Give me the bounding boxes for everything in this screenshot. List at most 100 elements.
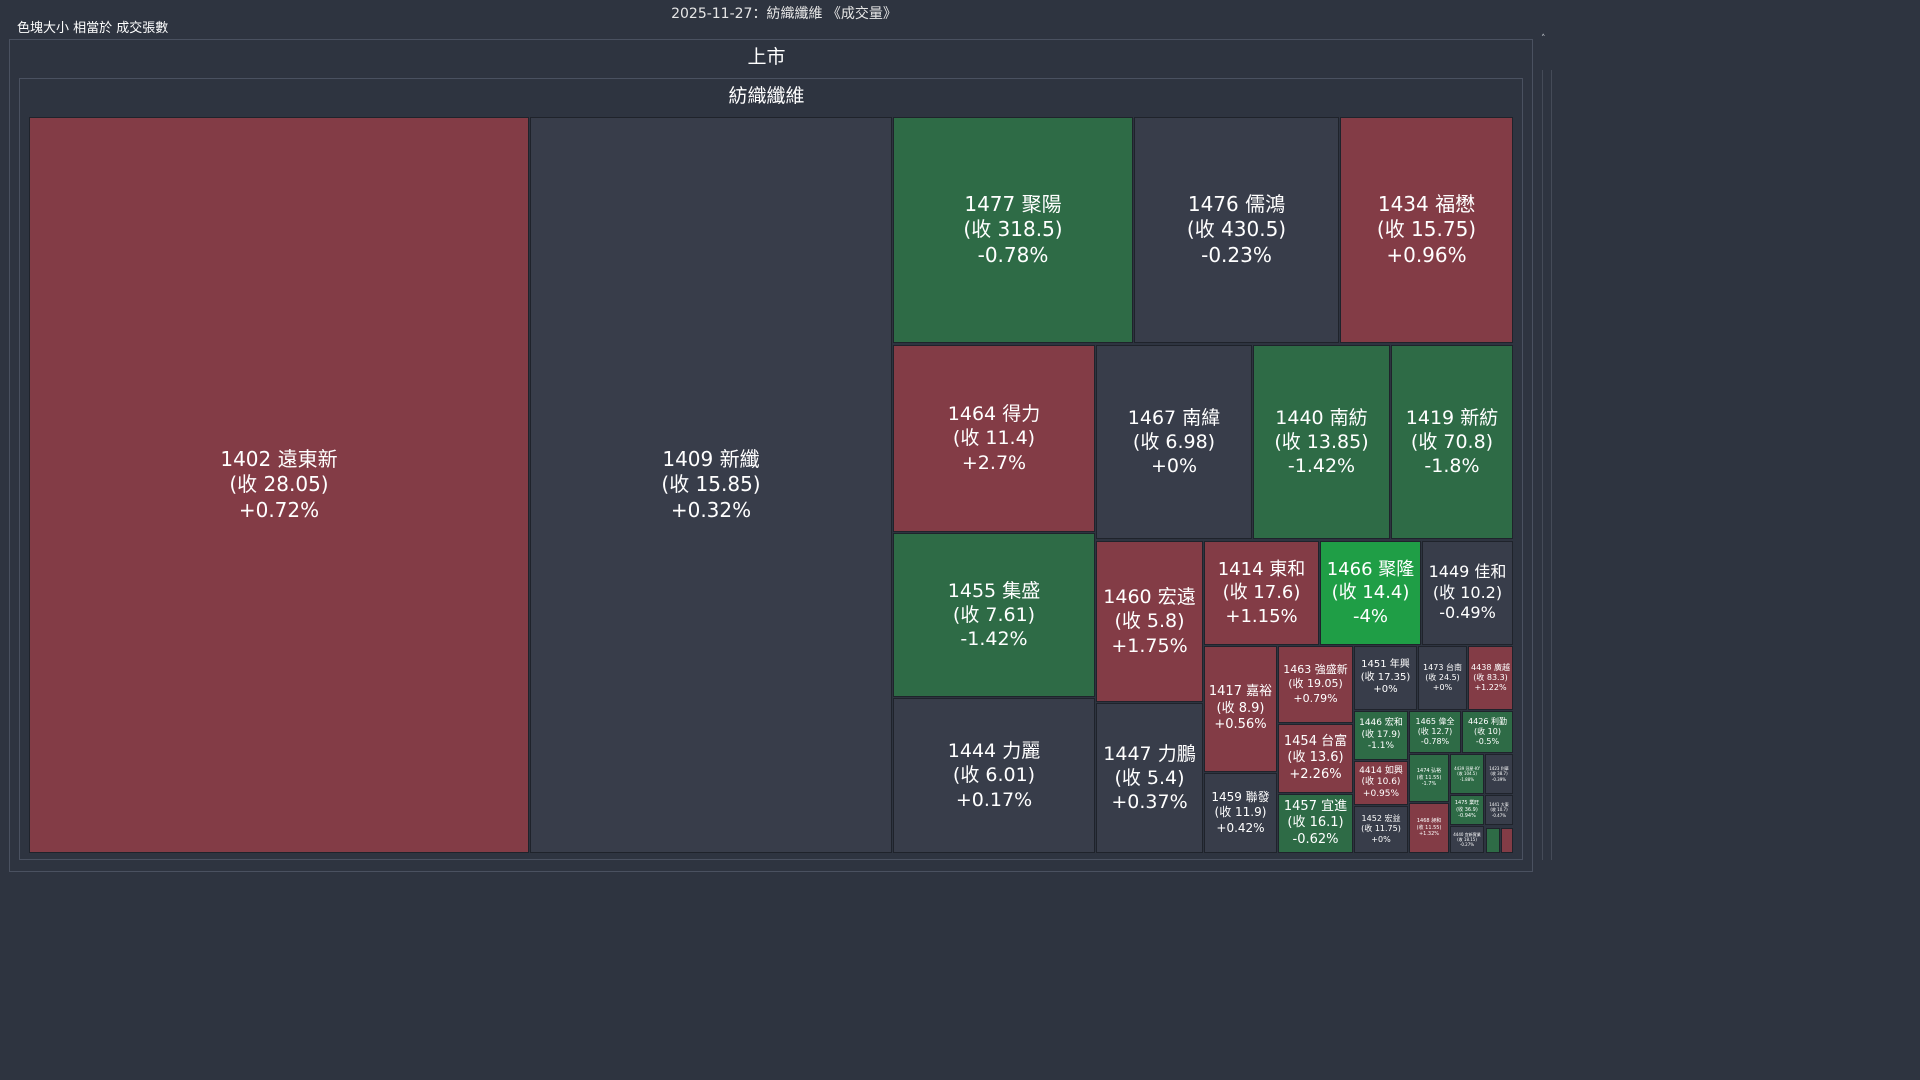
tile-label: 1455 集盛 bbox=[947, 579, 1041, 602]
treemap-tile-1460[interactable]: 1460 宏遠 (收 5.8) +1.75% bbox=[1096, 541, 1203, 702]
tile-change-pct: +0% bbox=[1373, 684, 1398, 696]
treemap-tile-1474[interactable]: 1474 弘裕 (收 11.55) -1.7% bbox=[1409, 754, 1449, 802]
treemap-tile-1473[interactable]: 1473 台南 (收 24.5) +0% bbox=[1418, 646, 1467, 710]
tile-close-price: (收 24.5) bbox=[1425, 672, 1460, 682]
scroll-up-icon[interactable]: ˄ bbox=[1541, 34, 1546, 44]
tile-change-pct: -0.49% bbox=[1439, 603, 1496, 623]
treemap-tile-1455[interactable]: 1455 集盛 (收 7.61) -1.42% bbox=[893, 533, 1095, 697]
tile-label: 1409 新纖 bbox=[662, 446, 760, 471]
tile-text-block: 1444 力麗 (收 6.01) +0.17% bbox=[948, 739, 1040, 812]
tile-label: 1466 聚隆 bbox=[1326, 559, 1415, 581]
tile-change-pct: +0.56% bbox=[1214, 717, 1267, 733]
tile-change-pct: -1.88% bbox=[1459, 776, 1475, 782]
tile-close-price: (收 11.9) bbox=[1214, 805, 1267, 820]
tile-change-pct: -4% bbox=[1352, 605, 1389, 627]
treemap-tile-1475[interactable]: 1475 業旺 (收 36.9) -0.94% bbox=[1450, 795, 1484, 825]
treemap-tile-4440[interactable]: 4440 宜新實業 (收 18.15) -0.27% bbox=[1450, 826, 1484, 853]
treemap-tile-1440[interactable]: 1440 南紡 (收 13.85) -1.42% bbox=[1253, 345, 1390, 539]
treemap-tile-4439[interactable]: 4439 冠星-KY (收 104.5) -1.88% bbox=[1450, 754, 1484, 794]
tile-text-block: 1464 得力 (收 11.4) +2.7% bbox=[948, 402, 1040, 475]
tile-close-price: (收 10.7) bbox=[1490, 807, 1508, 813]
treemap-tile-1451[interactable]: 1451 年興 (收 17.35) +0% bbox=[1354, 646, 1417, 710]
tile-label: 1459 聯發 bbox=[1211, 789, 1270, 804]
tile-text-block: 4414 如興 (收 10.6) +0.95% bbox=[1359, 766, 1403, 801]
treemap-tile-4414[interactable]: 4414 如興 (收 10.6) +0.95% bbox=[1354, 761, 1408, 805]
tile-label: 1423 利華 bbox=[1489, 766, 1509, 772]
tile-close-price: (收 11.4) bbox=[952, 427, 1036, 450]
tile-text-block: 1417 嘉裕 (收 8.9) +0.56% bbox=[1209, 684, 1272, 734]
treemap-tile-1444[interactable]: 1444 力麗 (收 6.01) +0.17% bbox=[893, 698, 1095, 853]
tile-text-block: 1447 力鵬 (收 5.4) +0.37% bbox=[1103, 742, 1195, 815]
treemap-tile-1466[interactable]: 1466 聚隆 (收 14.4) -4% bbox=[1320, 541, 1421, 645]
treemap-tile-1467[interactable]: 1467 南緯 (收 6.98) +0% bbox=[1096, 345, 1252, 539]
tile-change-pct: +0.32% bbox=[670, 497, 752, 522]
tile-label: 1417 嘉裕 bbox=[1208, 684, 1273, 700]
treemap-tile-1465[interactable]: 1465 偉全 (收 12.7) -0.78% bbox=[1409, 711, 1461, 753]
tile-text-block: 1402 遠東新 (收 28.05) +0.72% bbox=[220, 447, 337, 524]
tile-change-pct: -1.8% bbox=[1424, 455, 1480, 478]
tile-change-pct: +0.96% bbox=[1386, 242, 1467, 267]
treemap-tile-1452[interactable]: 1452 宏益 (收 11.75) +0% bbox=[1354, 806, 1408, 853]
tile-change-pct: -0.23% bbox=[1201, 242, 1272, 267]
sector-group-label: 紡織纖維 bbox=[728, 85, 805, 107]
treemap-tiles: 1402 遠東新 (收 28.05) +0.72% 1409 新纖 (收 15.85) +… bbox=[29, 117, 1513, 853]
tile-close-price: (收 17.9) bbox=[1361, 729, 1401, 740]
treemap-tile-1468[interactable]: 1468 昶和 (收 11.55) +1.32% bbox=[1409, 803, 1449, 853]
tile-close-price: (收 83.3) bbox=[1473, 672, 1508, 682]
tile-change-pct: -0.78% bbox=[977, 242, 1049, 267]
treemap-tile-1449[interactable]: 1449 佳和 (收 10.2) -0.49% bbox=[1422, 541, 1513, 645]
treemap-tile-tiny-1[interactable] bbox=[1486, 828, 1500, 853]
tile-text-block: 1434 福懋 (收 15.75) +0.96% bbox=[1377, 192, 1476, 269]
treemap-tile-1402[interactable]: 1402 遠東新 (收 28.05) +0.72% bbox=[29, 117, 529, 853]
tile-change-pct: +2.7% bbox=[961, 451, 1027, 474]
treemap-tile-tiny-2[interactable] bbox=[1501, 828, 1513, 853]
treemap-tile-1417[interactable]: 1417 嘉裕 (收 8.9) +0.56% bbox=[1204, 646, 1277, 772]
treemap-tile-1477[interactable]: 1477 聚陽 (收 318.5) -0.78% bbox=[893, 117, 1133, 343]
tile-close-price: (收 10.6) bbox=[1361, 777, 1401, 788]
scrollbar-track[interactable] bbox=[1542, 70, 1552, 860]
tile-close-price: (收 13.85) bbox=[1274, 430, 1369, 453]
treemap-tile-1434[interactable]: 1434 福懋 (收 15.75) +0.96% bbox=[1340, 117, 1513, 343]
treemap-tile-1457[interactable]: 1457 宜進 (收 16.1) -0.62% bbox=[1278, 794, 1353, 853]
treemap-tile-1464[interactable]: 1464 得力 (收 11.4) +2.7% bbox=[893, 345, 1095, 532]
treemap-tile-4438[interactable]: 4438 廣越 (收 83.3) +1.22% bbox=[1468, 646, 1513, 710]
tile-label: 1460 宏遠 bbox=[1103, 586, 1196, 609]
tile-text-block: 1449 佳和 (收 10.2) -0.49% bbox=[1429, 562, 1507, 623]
tile-change-pct: +0.37% bbox=[1111, 791, 1188, 814]
tile-change-pct: -1.1% bbox=[1367, 741, 1395, 752]
treemap-tile-1423[interactable]: 1423 利華 (收 38.7) -0.39% bbox=[1485, 754, 1513, 794]
tile-close-price: (收 17.35) bbox=[1360, 671, 1411, 683]
treemap-tile-1409[interactable]: 1409 新纖 (收 15.85) +0.32% bbox=[530, 117, 892, 853]
tile-close-price: (收 430.5) bbox=[1186, 217, 1287, 242]
treemap-tile-1441[interactable]: 1441 大東 (收 10.7) -0.47% bbox=[1485, 795, 1513, 825]
tile-close-price: (收 104.5) bbox=[1457, 771, 1477, 777]
tile-text-block: 1440 南紡 (收 13.85) -1.42% bbox=[1274, 406, 1368, 479]
treemap-tile-4426[interactable]: 4426 利勤 (收 10) -0.5% bbox=[1462, 711, 1513, 753]
tile-label: 1434 福懋 bbox=[1377, 191, 1476, 216]
tile-label: 1464 得力 bbox=[947, 403, 1041, 426]
tile-text-block: 1463 強盛新 (收 19.05) +0.79% bbox=[1283, 663, 1348, 705]
tile-close-price: (收 15.85) bbox=[661, 472, 761, 497]
tile-close-price: (收 14.4) bbox=[1331, 582, 1410, 604]
treemap-tile-1476[interactable]: 1476 儒鴻 (收 430.5) -0.23% bbox=[1134, 117, 1339, 343]
tile-text-block: 4438 廣越 (收 83.3) +1.22% bbox=[1471, 663, 1510, 694]
tile-close-price: (收 6.01) bbox=[952, 764, 1036, 787]
tile-label: 1474 弘裕 bbox=[1416, 768, 1442, 775]
tile-label: 1444 力麗 bbox=[947, 740, 1041, 763]
treemap-tile-1414[interactable]: 1414 東和 (收 17.6) +1.15% bbox=[1204, 541, 1319, 645]
treemap-tile-1446[interactable]: 1446 宏和 (收 17.9) -1.1% bbox=[1354, 711, 1408, 760]
treemap-tile-1454[interactable]: 1454 台富 (收 13.6) +2.26% bbox=[1278, 724, 1353, 793]
tile-text-block: 4439 冠星-KY (收 104.5) -1.88% bbox=[1454, 766, 1480, 781]
tile-text-block: 1423 利華 (收 38.7) -0.39% bbox=[1489, 766, 1508, 781]
tile-change-pct: +1.32% bbox=[1418, 831, 1440, 838]
treemap-tile-1459[interactable]: 1459 聯發 (收 11.9) +0.42% bbox=[1204, 773, 1277, 853]
tile-close-price: (收 13.6) bbox=[1287, 750, 1344, 766]
tile-text-block: 1441 大東 (收 10.7) -0.47% bbox=[1489, 802, 1508, 817]
tile-text-block: 1414 東和 (收 17.6) +1.15% bbox=[1218, 558, 1306, 627]
treemap-tile-1463[interactable]: 1463 強盛新 (收 19.05) +0.79% bbox=[1278, 646, 1353, 723]
tile-close-price: (收 15.75) bbox=[1376, 217, 1477, 242]
treemap-tile-1447[interactable]: 1447 力鵬 (收 5.4) +0.37% bbox=[1096, 703, 1203, 853]
treemap-tile-1419[interactable]: 1419 新紡 (收 70.8) -1.8% bbox=[1391, 345, 1513, 539]
tile-change-pct: -0.78% bbox=[1420, 737, 1450, 747]
tile-text-block: 1477 聚陽 (收 318.5) -0.78% bbox=[963, 192, 1062, 269]
